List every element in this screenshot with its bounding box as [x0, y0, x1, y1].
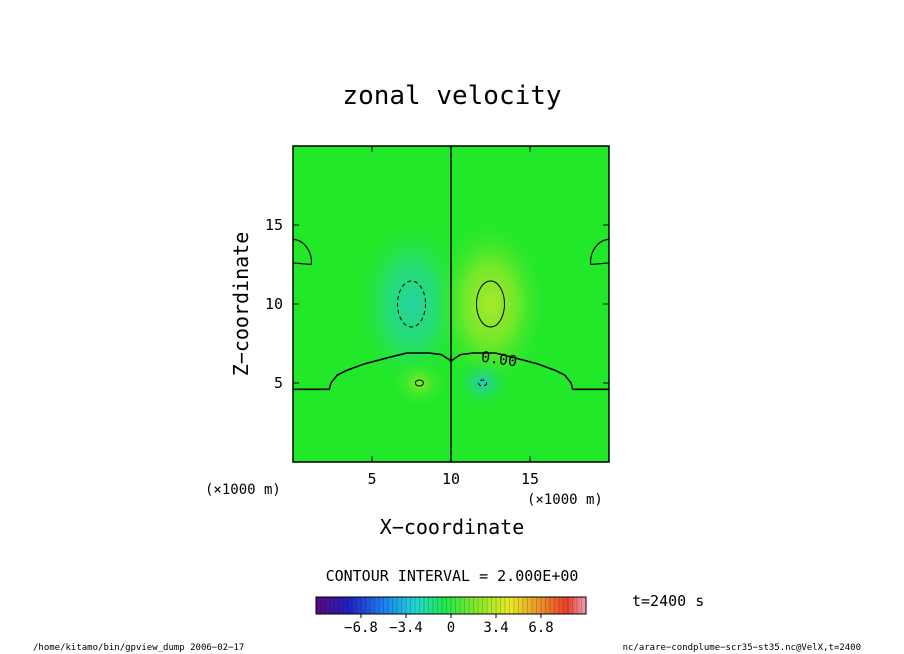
contour-positive-2: [414, 379, 424, 387]
field-shading: [353, 216, 549, 409]
time-label: t=2400 s: [632, 592, 704, 610]
contour-edge-left: [293, 238, 313, 266]
field-positive-cell-1: [432, 216, 549, 392]
y-axis-label: Z−coordinate: [229, 232, 253, 377]
contour-edge-right: [589, 238, 609, 266]
colorbar-tick-label-1: −3.4: [389, 620, 423, 636]
x-unit-label-right: (×1000 m): [527, 492, 603, 508]
colorbar-tick-label-3: 3.4: [483, 620, 508, 636]
y-tick-label-2: 15: [265, 216, 283, 234]
colorbar-ticks: −6.8 −3.4 0 3.4 6.8: [344, 614, 554, 636]
y-tick-label-1: 10: [265, 295, 283, 313]
footer-left: /home/kitamo/bin/gpview_dump 2006−02−17: [33, 643, 244, 653]
y-tick-label-0: 5: [274, 374, 283, 392]
contour-lines: 0.00: [293, 146, 609, 462]
x-tick-label-2: 15: [521, 470, 539, 488]
x-axis-label: X−coordinate: [380, 515, 525, 539]
field-negative-cell-3: [452, 357, 513, 409]
colorbar-segments: [320, 597, 582, 614]
contour-interval-text: CONTOUR INTERVAL = 2.000E+00: [326, 567, 579, 585]
contour-positive-1: [476, 280, 505, 328]
x-unit-label-left: (×1000 m): [205, 482, 281, 498]
contour-zero: [293, 352, 609, 391]
colorbar-tick-label-4: 6.8: [528, 620, 553, 636]
field-positive-cell-2: [389, 357, 450, 409]
x-tick-label-1: 10: [442, 470, 460, 488]
plot-area: 0.00: [293, 146, 609, 462]
contour-negative-3: [478, 379, 488, 387]
colorbar-tick-label-2: 0: [447, 620, 455, 636]
contour-negative-0: [397, 280, 426, 328]
footer-right: nc/arare−condplume−scr35−st35.nc@VelX,t=…: [623, 643, 861, 653]
contour-zero-label: 0.00: [480, 348, 518, 371]
chart-title: zonal velocity: [342, 81, 561, 111]
colorbar-tick-label-0: −6.8: [344, 620, 378, 636]
x-tick-label-0: 5: [367, 470, 376, 488]
axis-ticks: 5 10 15 5 10 15: [265, 146, 609, 488]
